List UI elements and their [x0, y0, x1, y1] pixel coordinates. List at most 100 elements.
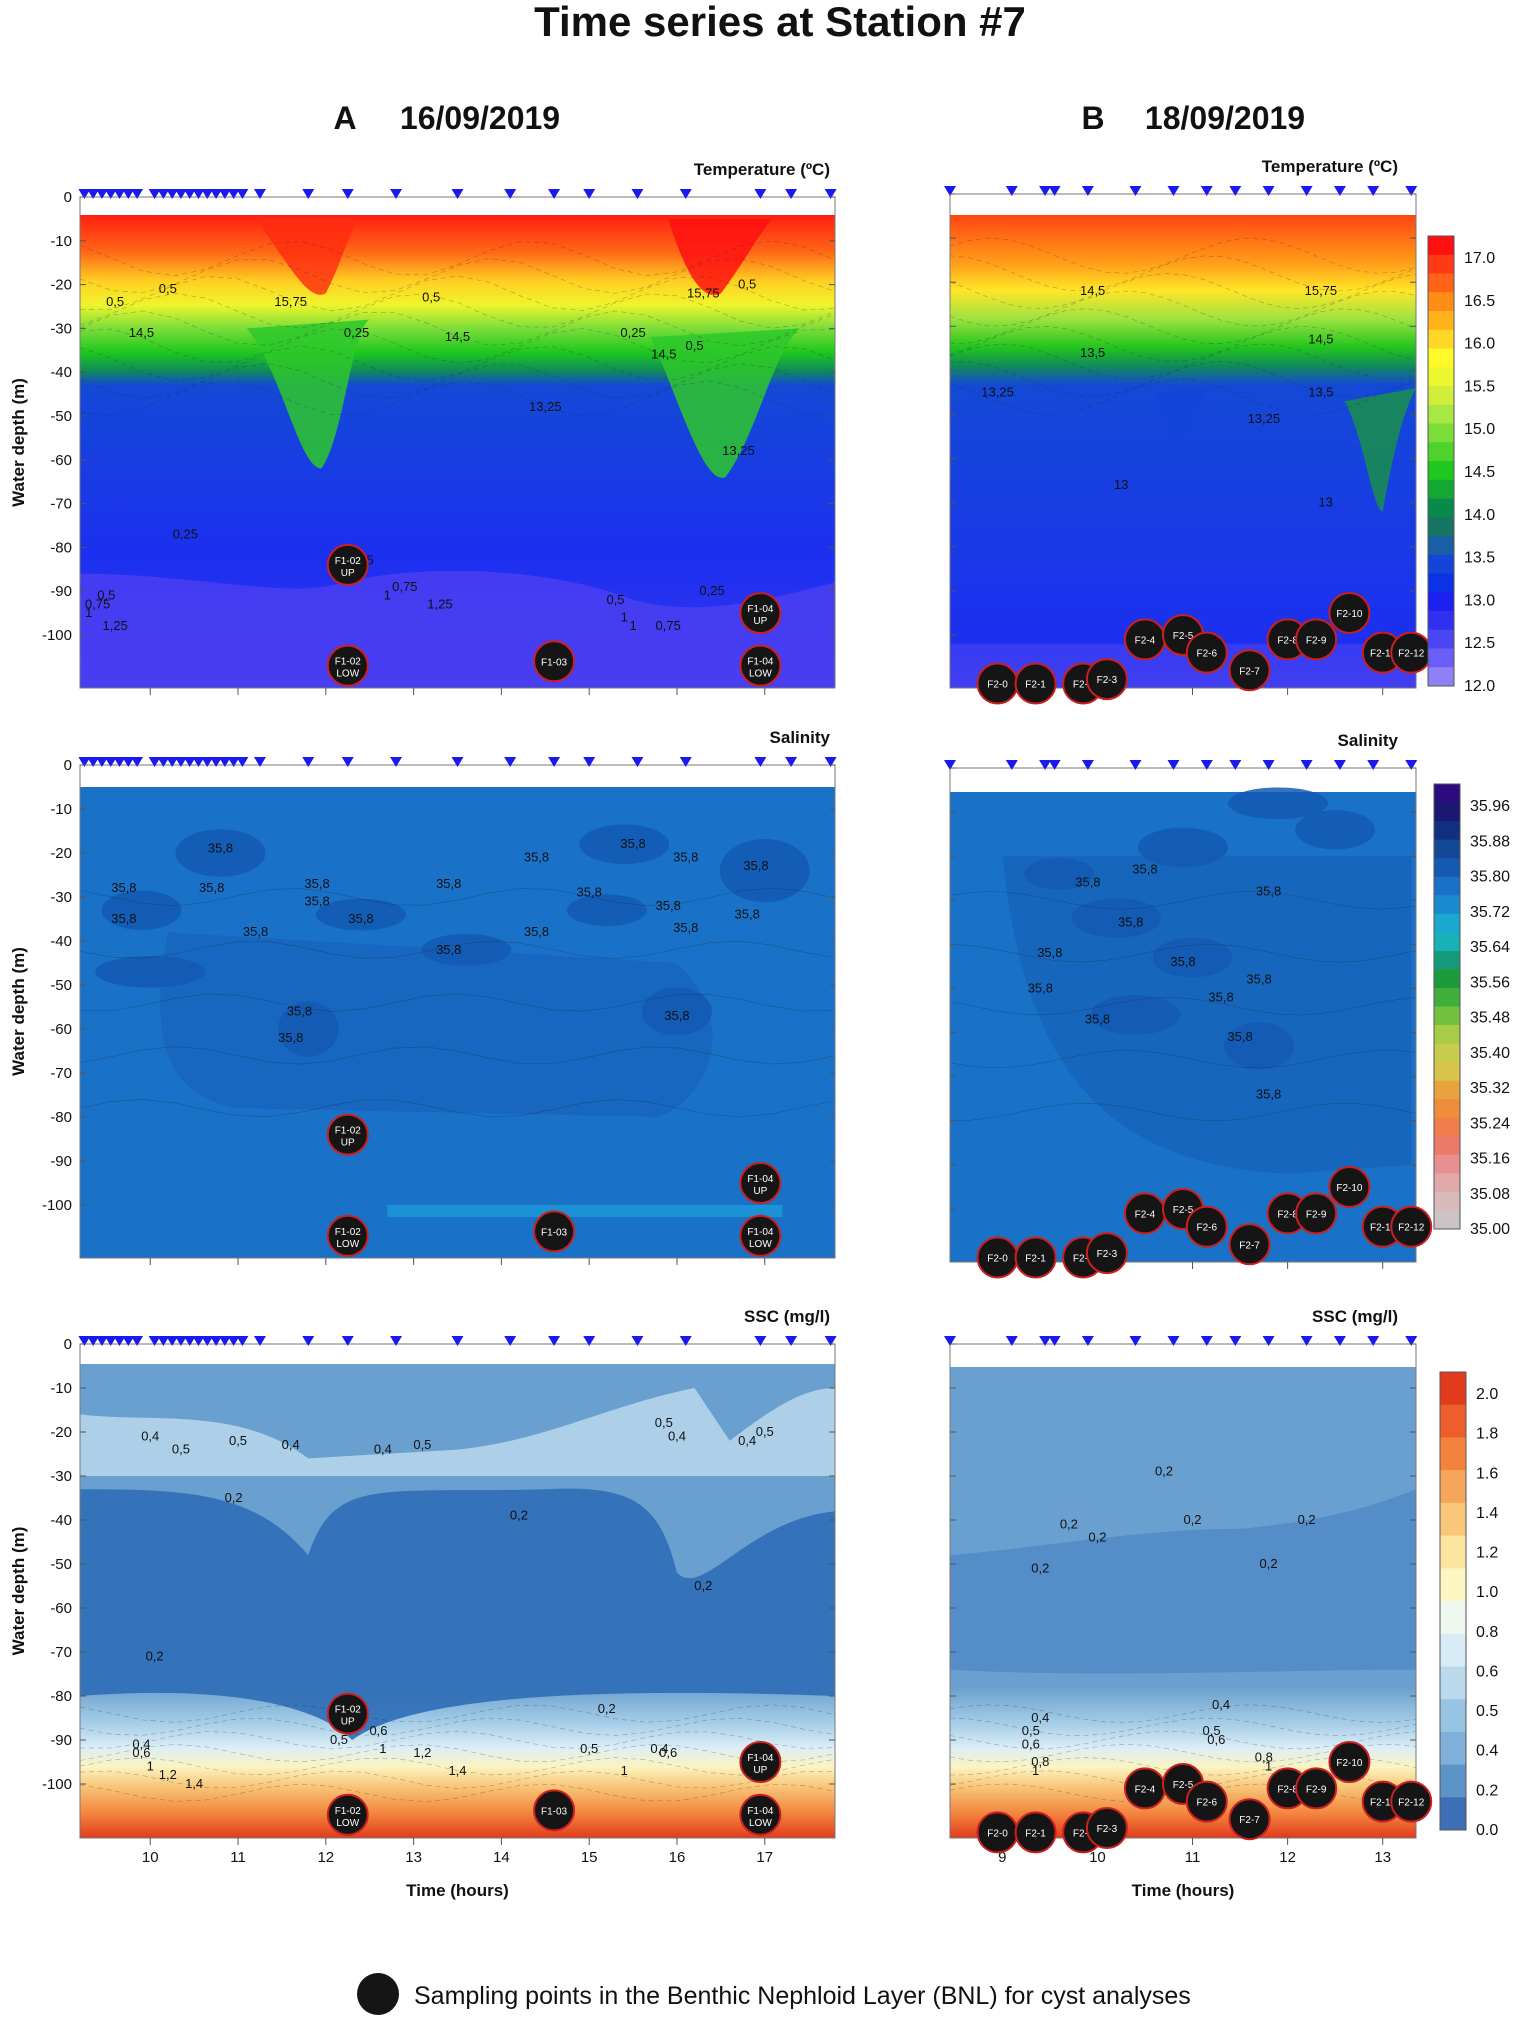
- profile-marker: [157, 1336, 170, 1346]
- sampling-point[interactable]: F2-3: [1085, 1232, 1128, 1275]
- sample-marker: [739, 1741, 782, 1783]
- sampling-point[interactable]: F2-9: [1295, 1192, 1338, 1235]
- temperature-panel-a: 0 -10 -20 -30 -40 -50 -60 -70 -80 -90 -100 Temperat…: [9, 160, 837, 695]
- contour-label: 35,8: [278, 1030, 303, 1045]
- sampling-point[interactable]: F2-9: [1295, 618, 1338, 661]
- contour-label: 35,8: [620, 836, 645, 851]
- colorbar-swatch: [1434, 802, 1460, 822]
- profile-marker: [1333, 186, 1346, 196]
- sampling-point[interactable]: F2-12: [1390, 631, 1433, 674]
- profile-marker: [1367, 760, 1380, 770]
- sampling-point[interactable]: F2-7: [1228, 649, 1271, 692]
- profile-marker: [341, 757, 354, 767]
- sampling-point[interactable]: F1-03: [533, 1210, 576, 1253]
- profile-marker: [227, 757, 240, 767]
- sampling-point[interactable]: F2-7: [1228, 1223, 1271, 1266]
- y-tick-label: -50: [50, 977, 72, 994]
- salinity-core: [1002, 856, 1412, 1174]
- panel-title: Salinity: [770, 728, 831, 747]
- sampling-point[interactable]: F2-0: [976, 662, 1019, 705]
- sample-marker: [326, 1793, 369, 1836]
- sample-marker: [326, 644, 369, 687]
- sampling-point[interactable]: F2-10: [1328, 591, 1371, 634]
- contour-label: 1,25: [102, 618, 127, 633]
- colorbar-swatch: [1428, 273, 1454, 293]
- profile-marker: [1129, 760, 1142, 770]
- salinity-band: [387, 1205, 783, 1217]
- sample-id: F2-3: [1097, 675, 1118, 686]
- contour-label: 35,8: [1132, 861, 1157, 876]
- x-tick-label: 13: [1374, 1849, 1391, 1866]
- contour-label: 35,8: [348, 911, 373, 926]
- colorbar-swatch: [1440, 1437, 1466, 1471]
- profile-marker: [104, 1336, 117, 1346]
- sampling-point[interactable]: F2-4: [1123, 1192, 1166, 1235]
- profile-marker: [679, 757, 692, 767]
- sampling-point[interactable]: F1-03: [533, 1789, 576, 1832]
- profile-marker: [1367, 1336, 1380, 1346]
- profile-marker: [1081, 186, 1094, 196]
- contour-line: [949, 378, 1417, 415]
- sampling-point[interactable]: F2-4: [1123, 1767, 1166, 1810]
- contour-label: 15,75: [1305, 283, 1338, 298]
- sample-level: LOW: [336, 669, 359, 680]
- profile-marker: [785, 1336, 798, 1346]
- salinity-lens: [175, 829, 266, 877]
- sample-id: F2-5: [1173, 1780, 1194, 1791]
- sample-marker: [1185, 1205, 1228, 1248]
- sampling-point[interactable]: F2-0: [976, 1811, 1019, 1854]
- sampling-point[interactable]: F2-10: [1328, 1741, 1371, 1783]
- colorbar-label: 35.80: [1470, 869, 1510, 886]
- y-tick-label: -20: [50, 1424, 72, 1441]
- contour-label: 35,8: [436, 876, 461, 891]
- sampling-point[interactable]: F2-1: [1014, 1811, 1057, 1854]
- colorbar-swatch: [1440, 1502, 1466, 1537]
- sampling-point[interactable]: F2-12: [1390, 1205, 1433, 1248]
- sampling-point[interactable]: F2-1: [1014, 662, 1057, 705]
- sampling-point[interactable]: F1-03: [533, 640, 576, 683]
- sampling-point[interactable]: F2-1: [1014, 1236, 1057, 1279]
- sampling-point[interactable]: F2-6: [1185, 1780, 1228, 1823]
- sampling-point[interactable]: F2-3: [1085, 1807, 1128, 1849]
- profile-marker: [210, 757, 223, 767]
- colorbar-swatch: [1428, 329, 1454, 349]
- sampling-point[interactable]: F2-6: [1185, 631, 1228, 674]
- sampling-point[interactable]: F2-0: [976, 1236, 1019, 1279]
- sampling-point[interactable]: F2-4: [1123, 618, 1166, 661]
- sampling-point[interactable]: F2-10: [1328, 1165, 1371, 1208]
- profile-marker: [302, 189, 315, 199]
- profile-marker: [583, 189, 596, 199]
- sampling-point[interactable]: F2-6: [1185, 1205, 1228, 1248]
- contour-line: [949, 1102, 1417, 1122]
- colorbar-swatch: [1434, 1210, 1460, 1230]
- colorbar-swatch: [1434, 1043, 1460, 1063]
- sampling-point[interactable]: F2-3: [1085, 658, 1128, 701]
- contour-label: 0,2: [598, 1701, 616, 1716]
- sampling-point[interactable]: F2-7: [1228, 1798, 1271, 1841]
- sample-id: F2-9: [1306, 635, 1327, 646]
- sampling-point[interactable]: F2-9: [1295, 1767, 1338, 1810]
- contour-label: 35,8: [735, 907, 760, 922]
- x-tick-label: 10: [142, 1849, 159, 1866]
- sample-marker: [533, 1789, 576, 1832]
- sampling-point[interactable]: F2-12: [1390, 1780, 1433, 1823]
- panel-title: Temperature (ºC): [1262, 157, 1398, 176]
- y-axis-label: Water depth (m): [9, 378, 28, 507]
- colorbar-swatch: [1440, 1372, 1466, 1406]
- y-tick-label: -30: [50, 320, 72, 337]
- salinity-colorbar: 35.96 35.88 35.80 35.72 35.64 35.56 35.48 35.40…: [1433, 783, 1510, 1238]
- contour-label: 0,5: [685, 338, 703, 353]
- contour-label: 35,8: [1118, 914, 1143, 929]
